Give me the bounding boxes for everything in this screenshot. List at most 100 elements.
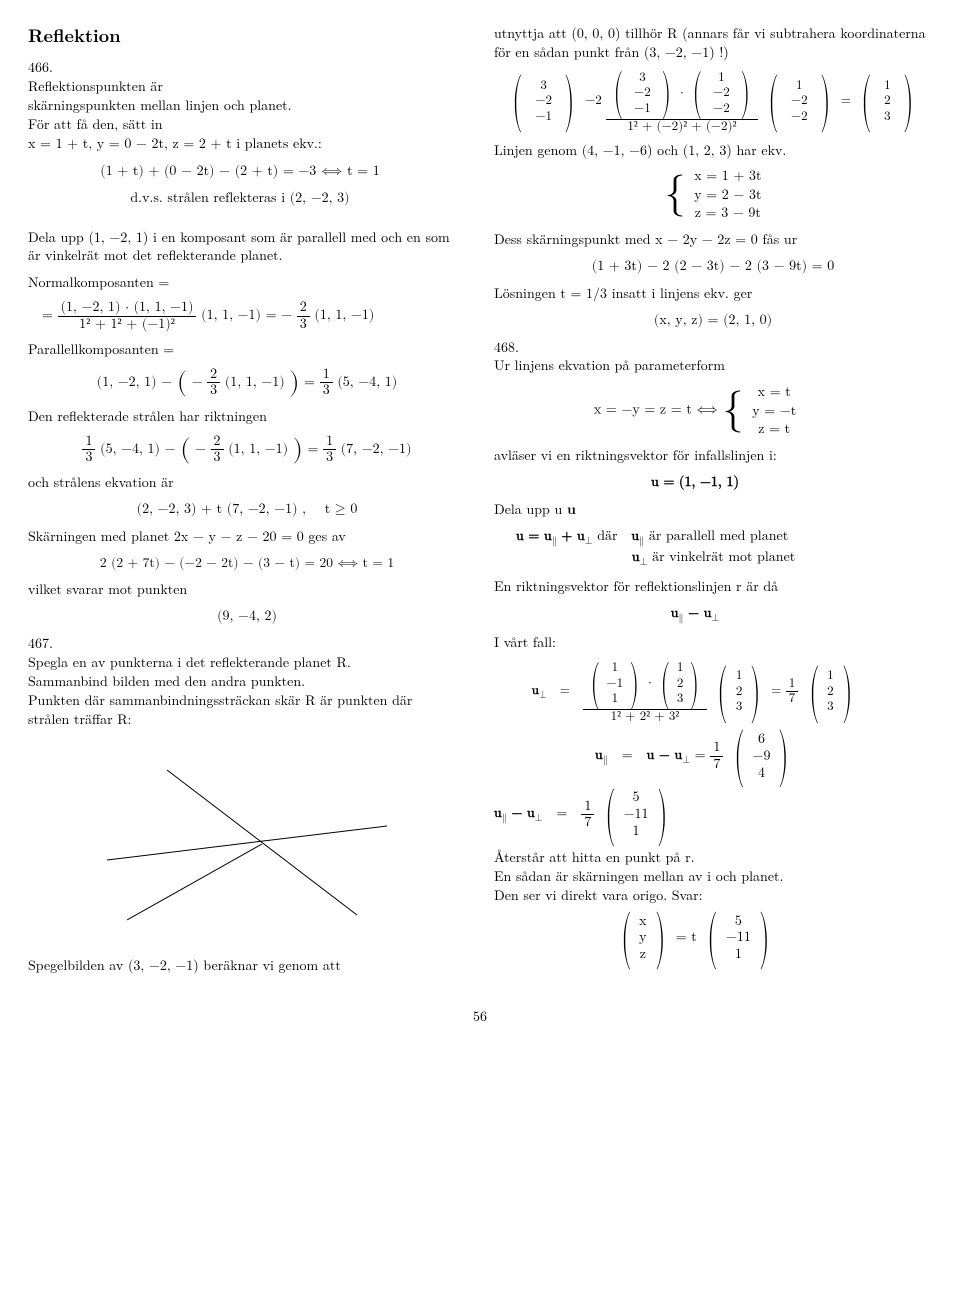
problem-number: 468.	[494, 338, 528, 357]
text: (1, 1, −1)	[225, 375, 285, 389]
text: I vårt fall:	[494, 632, 556, 652]
text: Reflektionspunkten är	[28, 76, 163, 96]
text: = t	[676, 930, 697, 944]
frac-den: 3	[320, 383, 333, 398]
math-display: ( 3−2−1 ) −2 ( 3−2−1 ) · ( 1−2−2 ) 1² + …	[494, 70, 932, 133]
frac-den: 7	[710, 757, 723, 772]
math-display: (2, −2, 3) + t (7, −2, −1) , t ≥ 0	[28, 500, 466, 519]
math-display: (xyz) = t (5−111)	[494, 913, 896, 963]
math-display: (1, −2, 1) − ( − 2 3 (1, 1, −1) ) = 1 3 …	[28, 367, 466, 399]
text: Dela upp (1, −2, 1) i en komposant som ä…	[28, 228, 466, 266]
math-display: x = −y = z = t ⟺ { x = ty = −tz = t	[494, 383, 896, 438]
problem-number: 466.	[28, 58, 62, 77]
frac-num: 2	[297, 300, 310, 316]
text: u	[671, 606, 679, 620]
text: u	[494, 807, 502, 821]
sub-perp: ⊥	[539, 690, 547, 700]
math-display: { x = 1 + 3ty = 2 − 3tz = 3 − 9t	[494, 167, 932, 222]
frac-num: 1	[581, 799, 594, 815]
text: (1, −2, 1) −	[97, 375, 172, 389]
text: vilket svarar mot punkten	[28, 580, 466, 599]
sub-perp: ⊥	[682, 755, 690, 765]
text: Spegla en av punkterna i det reflekteran…	[28, 652, 351, 691]
text: x = −y = z = t ⟺	[594, 403, 718, 417]
frac-num: 1	[82, 434, 95, 450]
eq: =	[622, 748, 633, 762]
math-inline: x = 1 + t, y = 0 − 2t, z = 2 + t i plane…	[28, 137, 322, 151]
frac-den: 3	[323, 450, 336, 465]
dot: ·	[680, 86, 684, 99]
frac-den: 3	[82, 450, 95, 465]
diagram-line	[167, 770, 357, 915]
frac-den: 3	[211, 450, 224, 465]
text: Spegelbilden av (3, −2, −1) beräknar vi …	[28, 956, 466, 975]
minus: −	[192, 375, 203, 389]
math-display: u∥ = u − u⊥ = 1 7 (6−94)	[494, 731, 896, 781]
sub-parallel: ∥	[502, 813, 507, 823]
text: Lösningen t = 1/3 insatt i linjens ekv. …	[494, 284, 932, 303]
eq: =	[304, 375, 315, 389]
text: Ur linjens ekvation på parameterform	[494, 355, 725, 375]
eq: =	[841, 94, 851, 107]
text: skärningspunkten mellan linjen och plane…	[28, 95, 292, 115]
text: + u	[561, 529, 584, 543]
frac-den: 3	[207, 383, 220, 398]
sub-perp: ⊥	[535, 813, 543, 823]
math-display: u⊥ = (1−11) · (123) 1² + 2² + 3² (123) =	[494, 660, 896, 723]
text: Normalkomposanten =	[28, 273, 466, 292]
eq: =	[695, 748, 711, 762]
text: Parallellkomposanten =	[28, 340, 466, 359]
sub-perp: ⊥	[712, 613, 720, 623]
math-display: (1 + t) + (0 − 2t) − (2 + t) = −3 ⟺ t = …	[50, 162, 430, 181]
section-heading: Reflektion	[28, 24, 466, 48]
sub-parallel: ∥	[679, 613, 684, 623]
text: u	[532, 684, 539, 697]
math-display: d.v.s. strålen reflekteras i (2, −2, 3)	[50, 189, 430, 208]
text: avläser vi en riktningsvektor för infall…	[494, 445, 777, 465]
text: Linjen genom (4, −1, −6) och (1, 2, 3) h…	[494, 141, 932, 160]
math-display: 2 (2 + 7t) − (−2 − 2t) − (3 − t) = 20 ⟺ …	[28, 554, 466, 572]
frac-num: 1	[710, 740, 723, 756]
frac-num: 1	[320, 367, 333, 383]
text: är vinkelrät mot planet	[652, 550, 795, 564]
frac-den: 7	[581, 815, 594, 830]
text: u = u	[516, 529, 552, 543]
eq: =	[42, 308, 53, 322]
text: För att få den, sätt in	[28, 114, 163, 134]
text: (5, −4, 1)	[337, 375, 397, 389]
math-display: = (1, −2, 1) · (1, 1, −1) 1² + 1² + (−1)…	[42, 300, 466, 332]
frac-num: 1	[323, 434, 336, 450]
math-display: u∥ − u⊥ = 1 7 (5−111)	[494, 789, 896, 839]
dot: ·	[648, 676, 652, 689]
text: (7, −2, −1)	[341, 441, 412, 455]
math-display: (1 + 3t) − 2 (2 − 3t) − 2 (3 − 9t) = 0	[494, 257, 932, 276]
frac-den: 1² + 1² + (−1)²	[58, 317, 197, 332]
frac-num: 1	[786, 677, 799, 692]
math-display: 1 3 (5, −4, 1) − ( − 2 3 (1, 1, −1) ) = …	[28, 434, 466, 466]
problem-467: 467. Spegla en av punkterna i det reflek…	[28, 634, 466, 728]
math-display: u = (1, −1, 1)	[494, 473, 896, 492]
minus: −	[195, 441, 206, 455]
text: Dela upp u	[494, 499, 562, 519]
problem-number: 467.	[28, 634, 62, 653]
page-number: 56	[28, 1007, 932, 1026]
eq: =	[560, 684, 570, 697]
text: Återstår att hitta en punkt på r.	[494, 847, 695, 867]
text: − u	[688, 606, 711, 620]
text: u	[632, 550, 640, 564]
sub-parallel: ∥	[552, 535, 557, 545]
frac-num: 2	[207, 367, 220, 383]
text: Den ser vi direkt vara origo. Svar:	[494, 885, 703, 905]
text: och strålens ekvation är	[28, 473, 466, 492]
frac-den: 7	[786, 692, 799, 706]
minus-two: −2	[585, 94, 602, 107]
sub-perp: ⊥	[585, 535, 593, 545]
eq: =	[557, 807, 568, 821]
text: Dess skärningspunkt med x − 2y − 2z = 0 …	[494, 230, 932, 249]
text: utnyttja att (0, 0, 0) tillhör R (annars…	[494, 24, 932, 62]
frac-den: 1² + 2² + 3²	[583, 710, 707, 723]
frac-den: 1² + (−2)² + (−2)²	[606, 120, 758, 133]
text: Skärningen med planet 2x − y − z − 20 = …	[28, 527, 466, 546]
text: (1, 1, −1)	[314, 308, 374, 322]
sub-perp: ⊥	[640, 557, 648, 567]
